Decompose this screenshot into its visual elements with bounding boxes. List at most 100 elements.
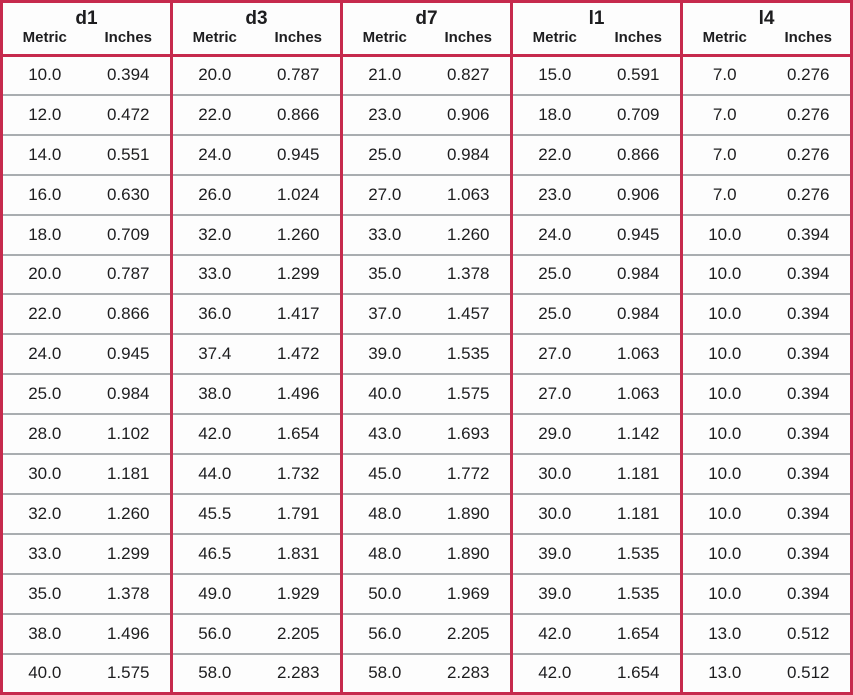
metric-value: 7.0: [680, 133, 767, 175]
inches-value: 0.394: [766, 253, 852, 295]
inches-value: 1.024: [256, 173, 342, 215]
inches-value: 1.732: [256, 453, 342, 494]
inches-value: 1.378: [86, 572, 172, 614]
inches-value: 0.945: [596, 213, 682, 255]
subheader-d7-metric: Metric: [340, 28, 427, 57]
inches-value: 1.260: [426, 213, 512, 255]
table-row: 32.0 1.260 45.5 1.791 48.0 1.890 30.0 1.181 10.0…: [1, 492, 852, 534]
inches-value: 0.984: [426, 133, 512, 175]
inches-value: 0.984: [596, 253, 682, 295]
metric-value: 46.5: [170, 532, 257, 574]
metric-value: 24.0: [510, 213, 597, 255]
group-title-row: d1 d3 d7 l1 l4: [2, 1, 852, 28]
inches-value: 1.535: [596, 532, 682, 574]
inches-value: 0.709: [596, 93, 682, 135]
metric-value: 16.0: [1, 173, 87, 215]
inches-value: 1.457: [426, 293, 512, 335]
inches-value: 0.394: [766, 293, 852, 335]
subheader-d1-inches: Inches: [86, 28, 172, 57]
inches-value: 1.142: [596, 413, 682, 455]
metric-value: 7.0: [680, 54, 767, 95]
inches-value: 1.831: [256, 532, 342, 574]
metric-value: 7.0: [680, 93, 767, 135]
metric-value: 49.0: [170, 572, 257, 614]
inches-value: 1.299: [86, 532, 172, 574]
metric-value: 45.0: [340, 453, 427, 494]
inches-value: 0.866: [86, 293, 172, 335]
inches-value: 1.654: [256, 413, 342, 455]
table-row: 38.0 1.496 56.0 2.205 56.0 2.205 42.0 1.654 13.0…: [1, 612, 852, 654]
table-row: 30.0 1.181 44.0 1.732 45.0 1.772 30.0 1.181 10.0…: [1, 453, 852, 494]
metric-value: 50.0: [340, 572, 427, 614]
metric-value: 39.0: [510, 572, 597, 614]
inches-value: 1.575: [86, 652, 172, 694]
metric-value: 23.0: [510, 173, 597, 215]
inches-value: 1.535: [596, 572, 682, 614]
group-title-l1: l1: [510, 1, 682, 28]
metric-value: 10.0: [1, 54, 87, 95]
inches-value: 0.394: [766, 492, 852, 534]
inches-value: 1.969: [426, 572, 512, 614]
inches-value: 0.945: [256, 133, 342, 175]
metric-value: 37.4: [170, 333, 257, 375]
inches-value: 0.866: [256, 93, 342, 135]
metric-value: 42.0: [510, 652, 597, 694]
metric-value: 33.0: [1, 532, 87, 574]
table-body: 10.0 0.394 20.0 0.787 21.0 0.827 15.0 0.591 7.0 0…: [1, 54, 852, 694]
metric-value: 39.0: [340, 333, 427, 375]
metric-value: 28.0: [1, 413, 87, 455]
inches-value: 1.791: [256, 492, 342, 534]
metric-value: 15.0: [510, 54, 597, 95]
inches-value: 2.283: [426, 652, 512, 694]
inches-value: 1.654: [596, 652, 682, 694]
metric-value: 20.0: [1, 253, 87, 295]
subheader-l4-inches: Inches: [766, 28, 852, 57]
inches-value: 1.181: [86, 453, 172, 494]
metric-value: 27.0: [510, 333, 597, 375]
metric-value: 35.0: [340, 253, 427, 295]
metric-value: 39.0: [510, 532, 597, 574]
metric-value: 10.0: [680, 532, 767, 574]
table-row: 40.0 1.575 58.0 2.283 58.0 2.283 42.0 1.654 13.0…: [1, 652, 852, 694]
metric-value: 48.0: [340, 532, 427, 574]
table-row: 28.0 1.102 42.0 1.654 43.0 1.693 29.0 1.142 10.0…: [1, 413, 852, 455]
subheader-l1-inches: Inches: [596, 28, 682, 57]
table-row: 12.0 0.472 22.0 0.866 23.0 0.906 18.0 0.709 7.0 0…: [1, 93, 852, 135]
inches-value: 0.394: [766, 213, 852, 255]
metric-value: 43.0: [340, 413, 427, 455]
metric-value: 29.0: [510, 413, 597, 455]
inches-value: 0.276: [766, 173, 852, 215]
metric-value: 30.0: [510, 453, 597, 494]
metric-value: 58.0: [340, 652, 427, 694]
inches-value: 0.276: [766, 93, 852, 135]
inches-value: 1.693: [426, 413, 512, 455]
metric-value: 33.0: [170, 253, 257, 295]
metric-value: 10.0: [680, 333, 767, 375]
inches-value: 1.063: [426, 173, 512, 215]
metric-value: 18.0: [1, 213, 87, 255]
inches-value: 0.787: [86, 253, 172, 295]
metric-value: 10.0: [680, 293, 767, 335]
inches-value: 0.630: [86, 173, 172, 215]
table-row: 33.0 1.299 46.5 1.831 48.0 1.890 39.0 1.535 10.0…: [1, 532, 852, 574]
inches-value: 0.472: [86, 93, 172, 135]
metric-value: 22.0: [510, 133, 597, 175]
inches-value: 0.906: [426, 93, 512, 135]
metric-value: 13.0: [680, 652, 767, 694]
metric-value: 44.0: [170, 453, 257, 494]
inches-value: 0.276: [766, 54, 852, 95]
inches-value: 0.394: [766, 532, 852, 574]
inches-value: 1.417: [256, 293, 342, 335]
metric-value: 22.0: [170, 93, 257, 135]
inches-value: 1.496: [86, 612, 172, 654]
metric-value: 30.0: [1, 453, 87, 494]
inches-value: 1.890: [426, 532, 512, 574]
group-title-l4: l4: [680, 1, 852, 28]
metric-value: 25.0: [510, 253, 597, 295]
inches-value: 1.890: [426, 492, 512, 534]
metric-value: 20.0: [170, 54, 257, 95]
inches-value: 2.205: [256, 612, 342, 654]
inches-value: 0.394: [766, 333, 852, 375]
